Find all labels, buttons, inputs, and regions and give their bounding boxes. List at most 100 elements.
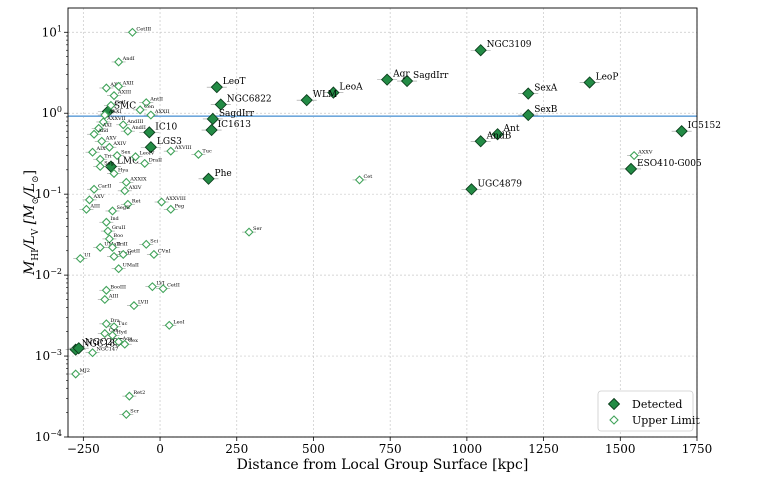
upper-limit-point [135, 105, 145, 115]
upper-limit-point [147, 282, 157, 292]
point-label: UMaII [123, 263, 139, 269]
upper-limit-point [114, 264, 124, 274]
upper-limit-point [106, 100, 116, 110]
point-label: SegII [116, 205, 130, 211]
upper-limit-point [166, 204, 176, 214]
upper-limit-point [158, 284, 168, 294]
point-label: NGC3109 [487, 40, 532, 50]
point-label: SagdIrr [219, 109, 255, 119]
legend-box [597, 390, 694, 432]
point-label: AXXVII [106, 116, 125, 122]
point-label: Ret [132, 198, 141, 204]
point-label: CVnI [158, 248, 171, 254]
point-label: Ind [110, 216, 119, 222]
upper-limit-point [101, 83, 111, 93]
upper-limit-point [114, 337, 124, 347]
y-tick-label: 10−1 [35, 186, 62, 201]
point-label: BooIII [110, 284, 126, 290]
point-label: Cen [144, 104, 155, 110]
point-label: Tuc [118, 321, 128, 327]
detected-point [202, 172, 215, 185]
upper-limit-point [94, 123, 104, 133]
point-label: NGC147 [97, 347, 119, 353]
point-label: Sag [104, 160, 114, 166]
point-label: IC1613 [218, 120, 252, 130]
x-tick-label: 1250 [528, 442, 559, 456]
upper-limit-point [98, 117, 108, 127]
upper-limit-point [89, 184, 99, 194]
detected-point [624, 162, 638, 176]
detected-point [214, 98, 227, 111]
point-label: Ant [503, 124, 520, 134]
y-axis-title: MHI/LV [M⊙/L⊙] [22, 170, 41, 276]
point-label: LeoIV [140, 151, 155, 157]
upper-limit-point [103, 226, 113, 236]
point-label: AXXVIII [165, 196, 186, 202]
detected-point [465, 183, 478, 196]
upper-limit-point [629, 150, 639, 161]
point-label: LVI [156, 281, 164, 287]
point-label: Ret2 [133, 390, 145, 396]
upper-limit-point [71, 369, 81, 379]
legend-limit-marker [609, 415, 619, 425]
upper-limit-point [120, 186, 130, 196]
upper-limit-point [149, 249, 159, 260]
point-label: IC10 [155, 122, 177, 132]
detected-point [522, 108, 535, 122]
point-label: AndB [486, 131, 512, 141]
upper-limit-point [146, 110, 156, 120]
upper-limit-point [164, 320, 174, 330]
point-label: AXXIX [129, 176, 147, 182]
detected-point [491, 128, 504, 141]
y-tick-label: 10−3 [35, 348, 62, 363]
point-label: GruII [112, 225, 126, 231]
upper-limit-point [127, 27, 138, 37]
detected-point [104, 160, 118, 173]
point-label: UI [84, 253, 90, 259]
point-label: MJ2 [80, 368, 90, 374]
upper-limit-point [89, 129, 99, 139]
point-label: AXXI [108, 109, 122, 115]
point-label: Car [109, 327, 119, 333]
upper-limit-point [118, 120, 128, 130]
point-label: Boo [113, 233, 123, 239]
point-label: AIX [96, 146, 107, 152]
detected-point [300, 94, 313, 107]
upper-limit-point [95, 161, 105, 172]
point-label: NGC6822 [227, 95, 272, 105]
upper-limit-point [141, 239, 151, 249]
point-label: CarII [98, 183, 111, 189]
point-label: AXV [105, 135, 117, 141]
legend: Detected Upper Limit [597, 390, 700, 432]
upper-limit-point [157, 197, 167, 207]
upper-limit-point [118, 249, 128, 260]
x-tick-label: 750 [379, 442, 402, 456]
detected-point [675, 125, 688, 138]
upper-limit-point [100, 110, 110, 120]
detected-point [206, 112, 219, 126]
y-tick-label: 10−4 [35, 429, 62, 444]
point-label: AXV [92, 194, 104, 200]
point-label: Scr [130, 408, 139, 414]
point-label: LeoA [339, 83, 363, 93]
point-label: Tri [104, 153, 112, 159]
upper-limit-point [101, 217, 111, 227]
data-points: NGC3109LeoPSagdIrrAqrLeoAWLMSexASexBLeoT… [65, 26, 721, 420]
point-label: Phe [215, 169, 232, 179]
upper-limit-point [114, 81, 124, 91]
legend-detected-marker [607, 397, 621, 411]
upper-limit-point [107, 242, 118, 252]
point-label: Aqr [392, 70, 410, 80]
point-label: NGC185 [82, 340, 121, 350]
x-tick-label: 1500 [605, 442, 636, 456]
point-label: AXXV [637, 150, 653, 156]
upper-limit-point [166, 146, 176, 156]
upper-limit-point [81, 204, 91, 214]
detected-point [72, 342, 85, 355]
upper-limit-point [107, 330, 118, 340]
upper-limit-point [84, 195, 95, 205]
upper-limit-point [130, 152, 141, 162]
upper-limit-point [109, 251, 119, 262]
point-label: DraII [149, 157, 162, 163]
